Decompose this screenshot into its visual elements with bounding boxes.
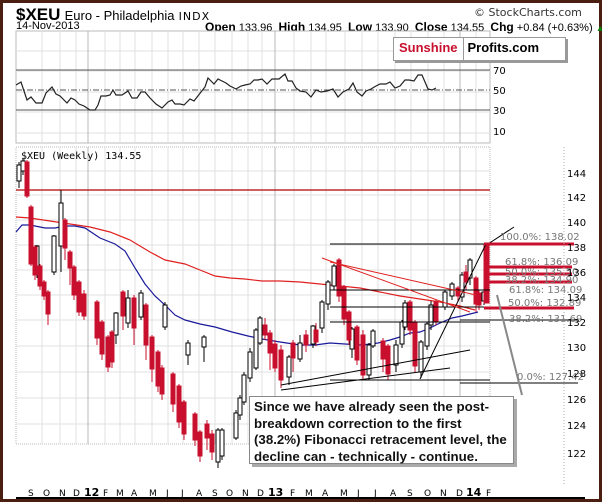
svg-text:J: J [165,489,169,499]
svg-text:61.8%: 136.09: 61.8%: 136.09 [505,257,578,268]
brand-part2: Profits.com [467,40,540,55]
svg-text:126: 126 [567,395,586,406]
svg-text:12: 12 [84,486,99,499]
chart-title: $XEU Euro - Philadelphia INDX [16,5,210,25]
svg-text:M: M [116,489,124,499]
symbol: $XEU [16,5,61,24]
svg-text:F: F [103,489,108,499]
svg-text:0.0%: 127.42: 0.0%: 127.42 [517,372,584,383]
down-candles [24,160,490,462]
rsi-tick-70: 70 [493,66,506,77]
rsi-tick-10: 10 [493,127,506,138]
svg-text:M: M [340,489,348,499]
rsi-tick-50: 50 [493,86,506,97]
chg-value: +0.84 (+0.63%) [516,22,593,34]
svg-text:50.0%: 135.50: 50.0%: 135.50 [505,267,578,278]
rsi-tick-30: 30 [493,106,506,117]
svg-text:134: 134 [567,293,586,304]
svg-text:F: F [486,489,491,499]
svg-text:128: 128 [567,369,586,380]
copyright: © StockCharts.com [474,6,582,19]
svg-text:J: J [180,489,184,499]
svg-text:D: D [257,489,264,499]
price-panel: 100.0%: 138.02 61.8%: 136.09 50.0%: 135.… [15,146,586,486]
svg-text:A: A [322,489,329,499]
svg-text:13: 13 [268,486,283,499]
exchange: INDX [178,10,211,23]
svg-text:130: 130 [567,343,586,354]
chg-label: Chg [490,20,514,34]
svg-text:144: 144 [567,169,586,180]
svg-text:O: O [424,489,431,499]
svg-text:138: 138 [567,243,586,254]
svg-text:136: 136 [567,268,586,279]
svg-text:N: N [242,489,249,499]
svg-text:N: N [440,489,447,499]
svg-text:M: M [305,489,313,499]
svg-text:J: J [373,489,377,499]
price-axis: 144 142 140 138 136 134 132 130 128 126 … [567,169,586,460]
svg-text:N: N [59,489,66,499]
svg-text:D: D [456,489,463,499]
svg-text:S: S [407,489,413,499]
price-panel-label: $XEU (Weekly) 134.55 [21,151,141,162]
svg-text:S: S [28,489,34,499]
svg-text:D: D [73,489,80,499]
svg-text:F: F [290,489,295,499]
svg-text:140: 140 [567,218,586,229]
svg-text:M: M [149,489,157,499]
sunshine-profits-logo: Sunshine Profits.com [393,37,567,61]
svg-text:142: 142 [567,193,586,204]
svg-text:S: S [212,489,218,499]
instrument-name: Euro - Philadelphia [64,8,175,23]
svg-text:132: 132 [567,318,586,329]
svg-text:100.0%: 138.02: 100.0%: 138.02 [500,232,580,243]
annotation-callout: Since we have already seen the post-brea… [249,396,514,464]
svg-text:61.8%: 134.09: 61.8%: 134.09 [509,285,582,296]
svg-text:J: J [356,489,360,499]
svg-text:50.0%: 132.89: 50.0%: 132.89 [508,298,581,309]
svg-text:O: O [226,489,233,499]
svg-text:A: A [196,489,203,499]
brand-part1: Sunshine [394,38,464,60]
svg-text:A: A [390,489,397,499]
svg-text:38.2%: 131.69: 38.2%: 131.69 [509,314,582,325]
svg-text:A: A [131,489,138,499]
svg-text:38.2%: 134.90: 38.2%: 134.90 [505,275,578,286]
svg-text:122: 122 [567,449,586,460]
up-arrow-icon: ▲ [595,23,602,33]
fib-labels: 100.0%: 138.02 61.8%: 136.09 50.0%: 135.… [500,232,584,383]
svg-text:O: O [43,489,50,499]
svg-text:14: 14 [466,486,482,499]
svg-text:124: 124 [567,421,586,432]
chart-date: 14-Nov-2013 [16,20,80,32]
